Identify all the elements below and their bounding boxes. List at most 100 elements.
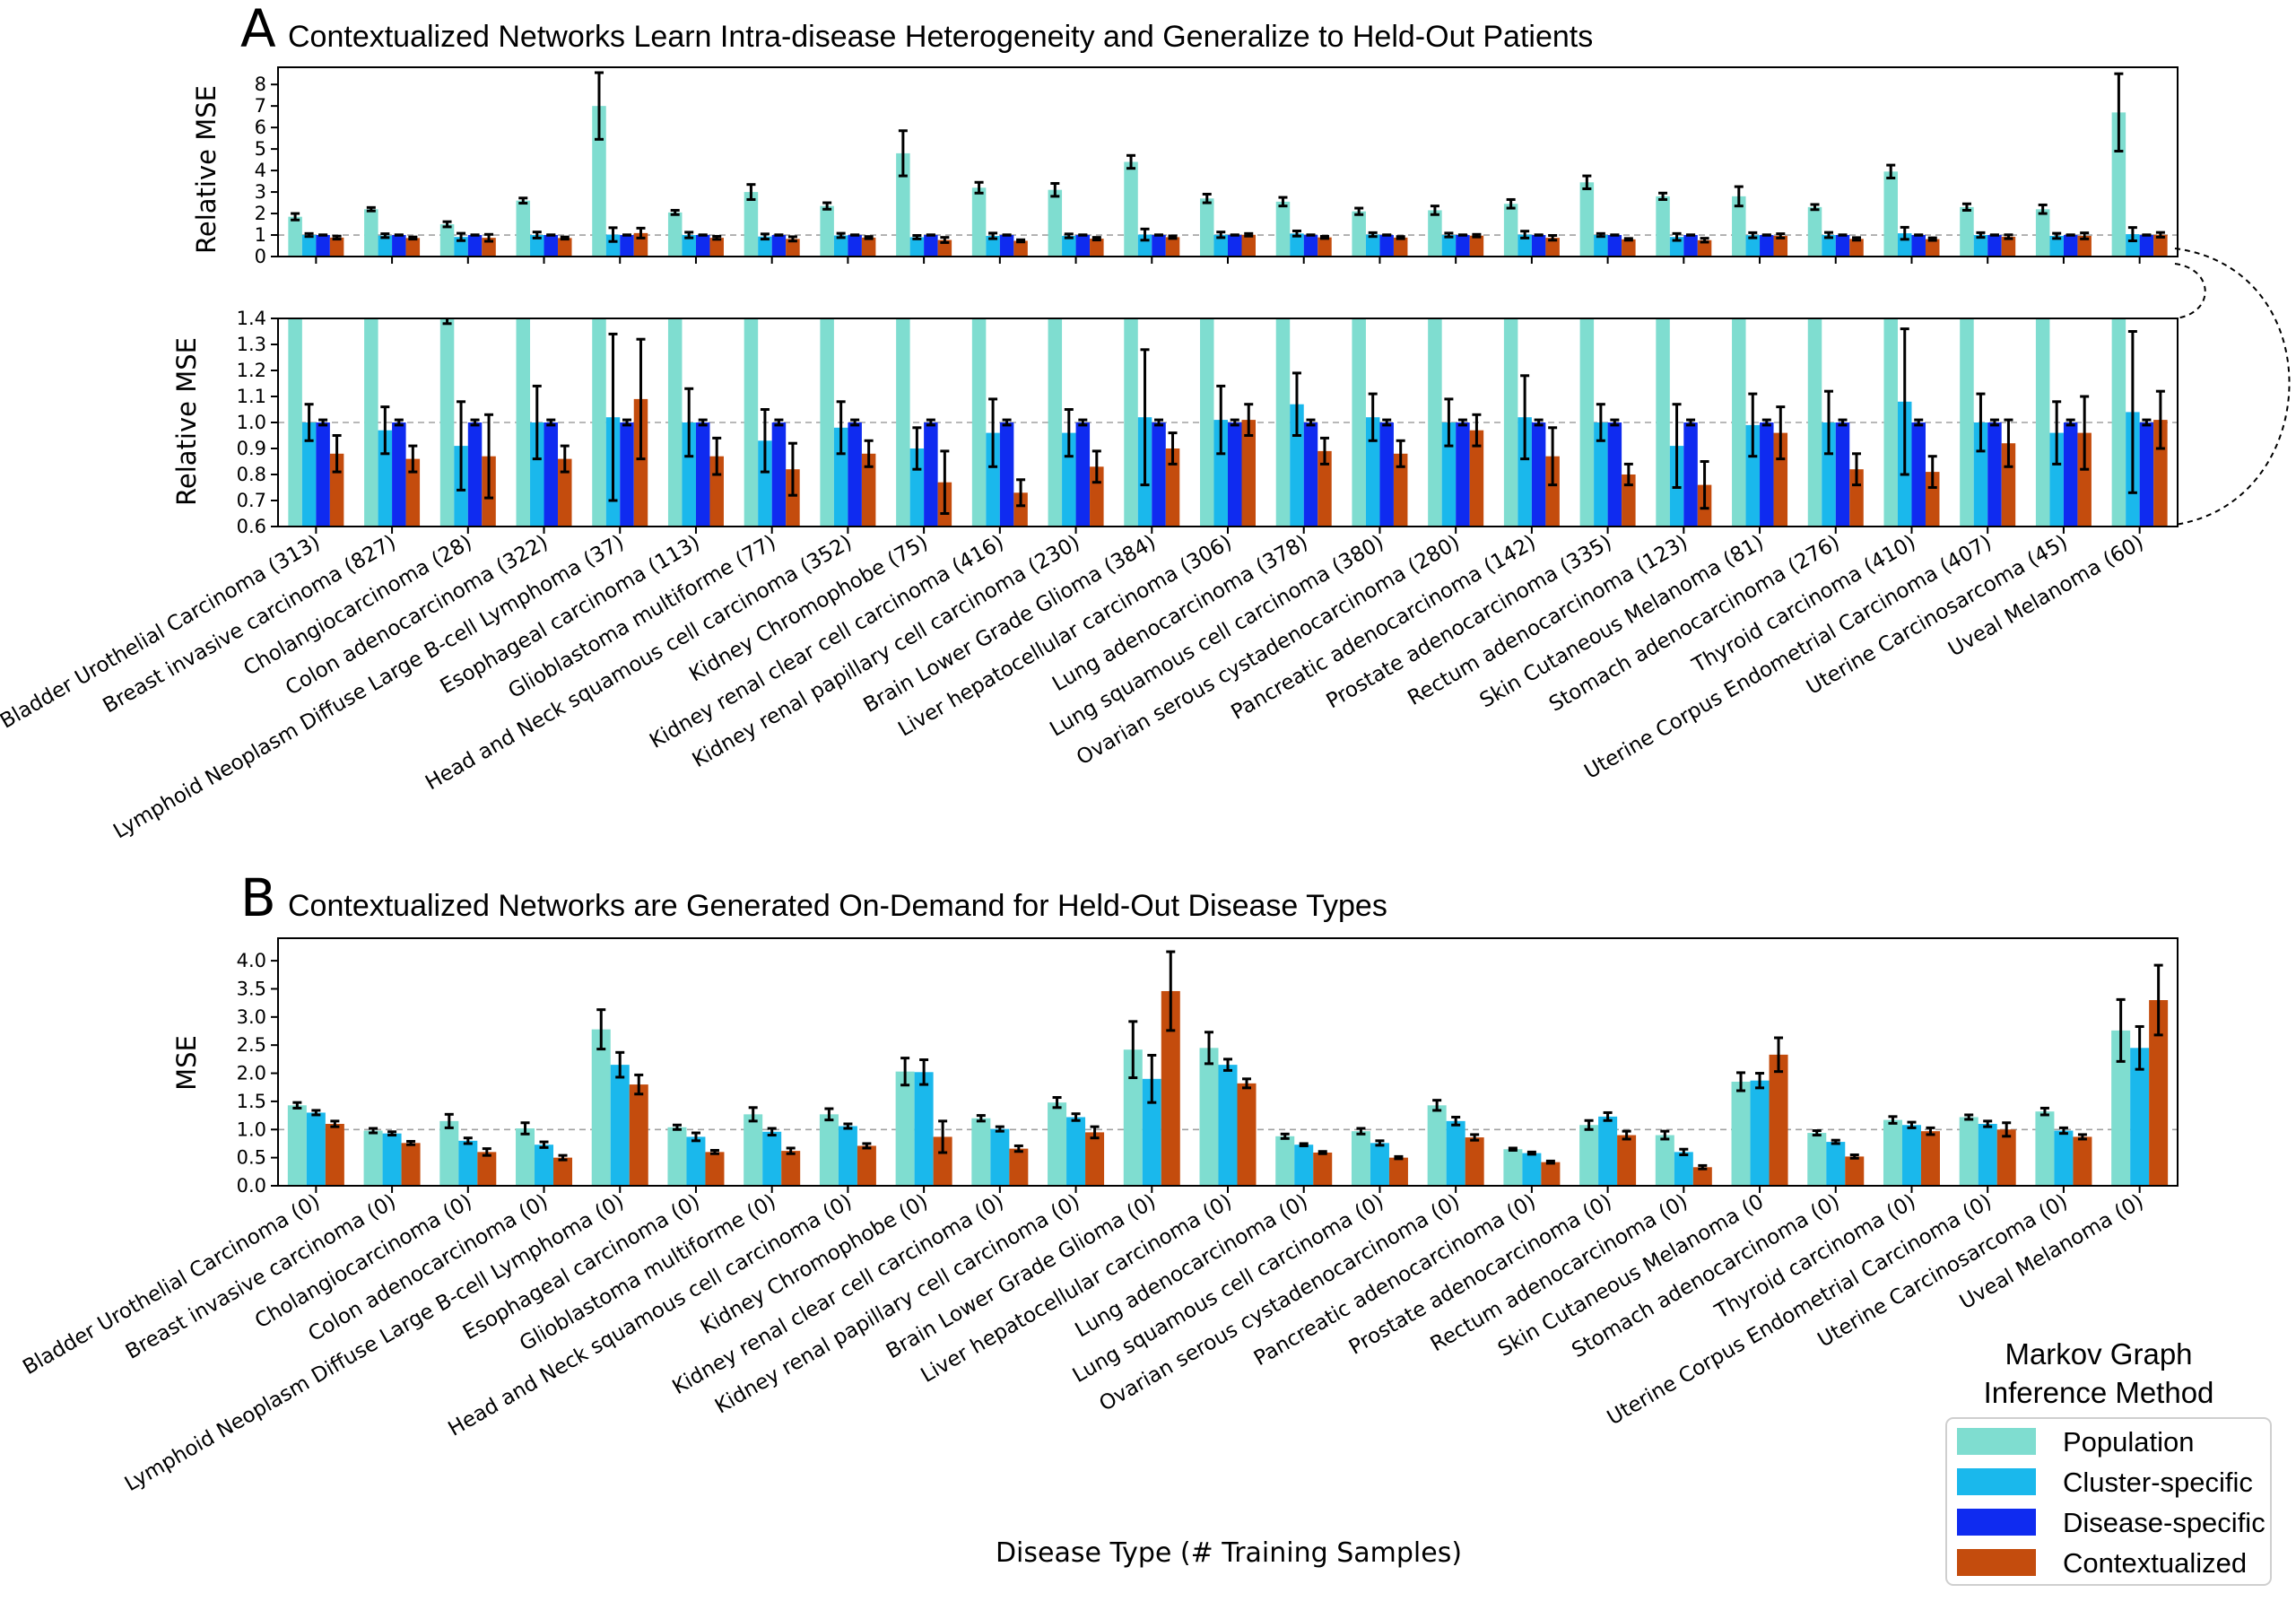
- bar-population-0: [288, 318, 302, 527]
- bar-population-20: [1807, 206, 1822, 257]
- bar-population-12: [1200, 198, 1214, 257]
- bar-contextualized-12: [1237, 1083, 1257, 1186]
- bar-population-3: [516, 318, 531, 527]
- bar-cluster-specific-4: [610, 1065, 630, 1186]
- bar-population-10: [1048, 1102, 1067, 1186]
- legend-swatch-population: [1957, 1428, 2036, 1455]
- bar-population-18: [1656, 196, 1670, 257]
- bar-contextualized-9: [1009, 1148, 1029, 1186]
- bar-disease-specific-14: [1379, 422, 1394, 527]
- y-tick-label: 3: [255, 181, 266, 203]
- bar-population-7: [820, 318, 834, 527]
- bar-disease-specific-1: [392, 422, 406, 527]
- bar-cluster-specific-22: [1978, 1124, 1997, 1186]
- bar-cluster-specific-7: [838, 1126, 857, 1186]
- bar-contextualized-3: [558, 238, 572, 257]
- bar-disease-specific-10: [1075, 422, 1091, 527]
- legend-label-population: Population: [2063, 1426, 2195, 1458]
- bar-population-3: [516, 200, 531, 257]
- bar-cluster-specific-6: [758, 440, 772, 527]
- bar-population-23: [2035, 209, 2050, 257]
- bar-disease-specific-21: [1911, 422, 1926, 527]
- bar-disease-specific-3: [544, 422, 559, 527]
- bar-contextualized-23: [2077, 432, 2092, 527]
- bar-disease-specific-23: [2063, 235, 2078, 257]
- bar-disease-specific-19: [1760, 235, 1774, 257]
- bar-population-2: [439, 224, 455, 257]
- bar-disease-specific-9: [999, 422, 1014, 527]
- bar-population-18: [1656, 318, 1670, 527]
- bar-population-9: [971, 187, 987, 257]
- bar-cluster-specific-9: [990, 1128, 1010, 1186]
- bar-disease-specific-9: [999, 235, 1014, 257]
- bar-disease-specific-3: [544, 235, 559, 257]
- x-axis-label: Disease Type (# Training Samples): [996, 1537, 1462, 1569]
- bar-disease-specific-14: [1379, 235, 1394, 257]
- bar-disease-specific-15: [1456, 235, 1470, 257]
- bar-cluster-specific-12: [1213, 234, 1228, 257]
- bar-contextualized-21: [1925, 239, 1940, 257]
- bar-contextualized-22: [2001, 443, 2016, 527]
- bar-population-0: [287, 1105, 307, 1186]
- bar-cluster-specific-3: [530, 235, 544, 257]
- category-label-4: Lymphoid Neoplasm Diffuse Large B-cell L…: [121, 1190, 628, 1496]
- y-tick-label: 8: [255, 74, 266, 95]
- bar-cluster-specific-20: [1822, 235, 1836, 257]
- legend-title-line1: Markov Graph: [2005, 1337, 2192, 1371]
- bar-cluster-specific-0: [301, 422, 317, 527]
- bar-population-19: [1731, 1081, 1751, 1186]
- legend-title-line2: Inference Method: [1984, 1376, 2214, 1409]
- bar-population-23: [2035, 1111, 2055, 1186]
- bar-disease-specific-17: [1607, 235, 1622, 257]
- bar-disease-specific-11: [1152, 235, 1166, 257]
- bar-population-1: [363, 1130, 383, 1186]
- category-label-4: Lymphoid Neoplasm Diffuse Large B-cell L…: [109, 531, 628, 844]
- zoom-connector-inner: [2174, 263, 2206, 319]
- bar-contextualized-7: [861, 453, 876, 527]
- bar-contextualized-16: [1545, 456, 1560, 527]
- bar-contextualized-11: [1165, 448, 1180, 527]
- bar-disease-specific-22: [1987, 422, 2002, 527]
- bar-population-17: [1579, 1125, 1599, 1186]
- bar-population-14: [1352, 211, 1366, 257]
- bar-disease-specific-13: [1303, 422, 1318, 527]
- bar-contextualized-16: [1541, 1162, 1561, 1186]
- bar-disease-specific-7: [848, 235, 862, 257]
- bar-population-22: [1959, 1117, 1979, 1186]
- bar-population-16: [1503, 318, 1518, 527]
- bar-contextualized-9: [1013, 492, 1028, 527]
- bar-cluster-specific-0: [301, 235, 317, 257]
- bar-contextualized-15: [1469, 235, 1484, 257]
- bar-contextualized-24: [2153, 234, 2168, 257]
- y-tick-label: 5: [255, 138, 266, 160]
- bar-disease-specific-24: [2139, 235, 2154, 257]
- bar-contextualized-14: [1388, 1157, 1408, 1186]
- y-tick-label: 1.3: [237, 334, 266, 355]
- bar-disease-specific-5: [695, 422, 710, 527]
- bar-contextualized-0: [329, 237, 344, 257]
- bar-population-17: [1579, 182, 1595, 257]
- bar-contextualized-1: [405, 238, 421, 257]
- legend-entries: Population Cluster-specific Disease-specif…: [1957, 1426, 2266, 1579]
- bar-disease-specific-23: [2063, 422, 2078, 527]
- bar-population-17: [1579, 318, 1595, 527]
- bar-cluster-specific-18: [1669, 237, 1684, 257]
- bar-contextualized-23: [2073, 1136, 2092, 1186]
- bar-disease-specific-7: [848, 422, 862, 527]
- bar-disease-specific-20: [1835, 422, 1850, 527]
- bar-disease-specific-18: [1683, 422, 1698, 527]
- bar-cluster-specific-23: [2054, 1130, 2074, 1186]
- bar-contextualized-8: [937, 239, 952, 257]
- bar-disease-specific-20: [1835, 235, 1850, 257]
- bar-contextualized-9: [1013, 240, 1028, 257]
- bar-disease-specific-8: [924, 235, 938, 257]
- zoom-connector-outer: [2174, 248, 2291, 526]
- bar-contextualized-7: [857, 1145, 876, 1186]
- bar-contextualized-14: [1393, 453, 1408, 527]
- bar-population-11: [1123, 1049, 1143, 1186]
- a-bottom-ylabel: Relative MSE: [171, 337, 202, 506]
- panel-b-title: Contextualized Networks are Generated On…: [288, 889, 1387, 923]
- bar-contextualized-10: [1085, 1132, 1105, 1186]
- bar-cluster-specific-20: [1822, 422, 1836, 527]
